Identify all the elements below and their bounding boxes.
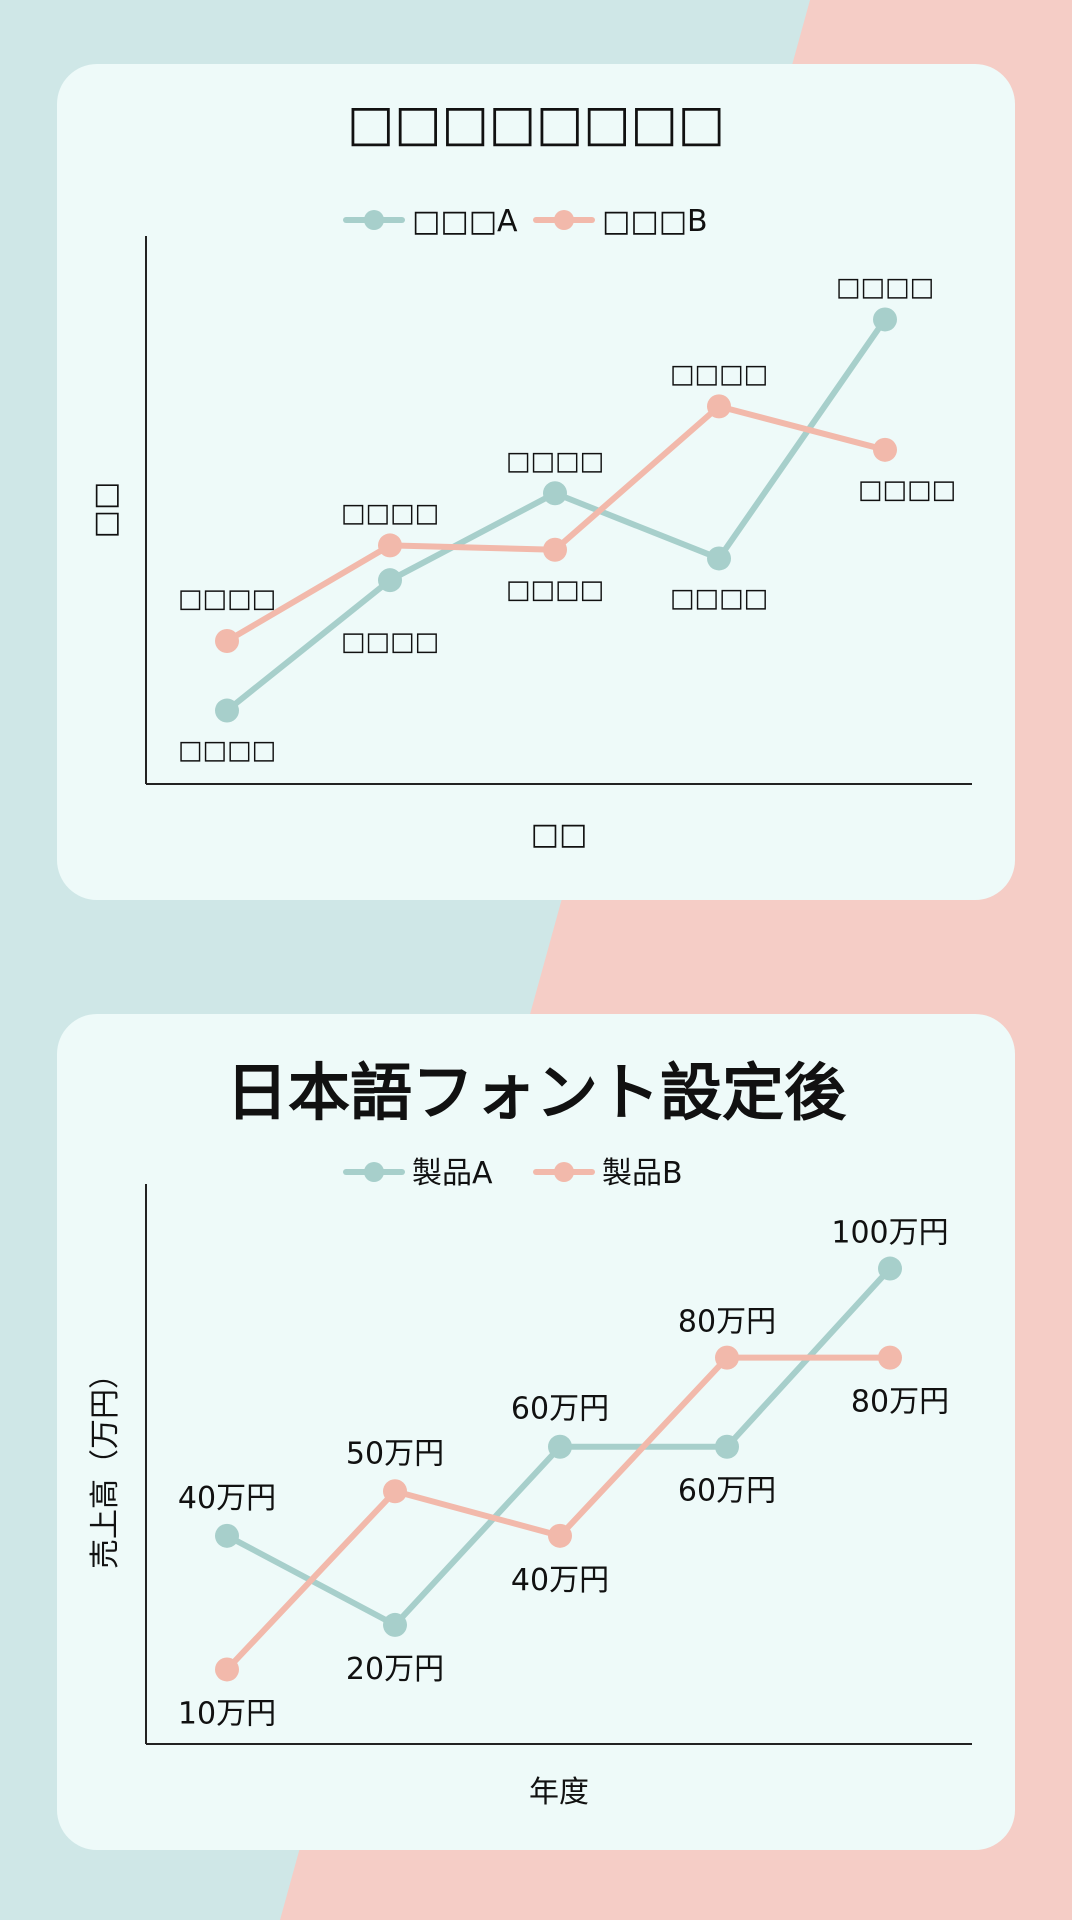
legend-marker: [554, 1162, 574, 1182]
data-label: 100万円: [831, 1216, 948, 1251]
data-point: [878, 1345, 902, 1370]
data-point: [548, 1434, 572, 1459]
data-point: [378, 533, 402, 558]
data-point: [215, 629, 239, 654]
data-label: 40万円: [178, 1481, 276, 1516]
data-point: [878, 1256, 902, 1281]
data-point: [707, 394, 731, 419]
legend-label: 製品B: [602, 1156, 683, 1191]
data-label: 10万円: [178, 1696, 276, 1731]
data-point: [707, 546, 731, 571]
data-label: □□□□: [178, 736, 276, 766]
data-point: [215, 698, 239, 723]
data-label: □□□□: [506, 575, 604, 605]
x-axis-label: □□: [531, 817, 588, 852]
data-label: 50万円: [346, 1436, 444, 1471]
chart-card-before: □□□□□□□□ □□ □□ □□□A □□□B □□□□ □□□□ □□□□ □□□□ □□□…: [57, 64, 1015, 900]
legend-marker: [554, 210, 574, 230]
legend-label: □□□B: [602, 204, 708, 239]
data-point: [383, 1479, 407, 1504]
data-label: 80万円: [678, 1305, 776, 1340]
data-label: 60万円: [511, 1392, 609, 1427]
x-axis-label: 年度: [529, 1775, 589, 1810]
data-point: [715, 1345, 739, 1370]
line-chart-before: □□□□□□□A □□□B□□□□□□□□□□□□□□□□□□□□□□□□□□□□…: [88, 204, 972, 852]
data-point: [873, 437, 897, 462]
data-label: □□□□: [836, 272, 934, 302]
legend-item-1: □□□A: [343, 204, 518, 239]
legend-marker: [364, 1162, 384, 1182]
data-label: □□□□: [858, 475, 956, 505]
data-label: 80万円: [851, 1385, 949, 1420]
data-label: □□□□: [506, 446, 604, 476]
data-point: [383, 1612, 407, 1637]
data-point: [215, 1657, 239, 1682]
chart-title: 日本語フォント設定後: [225, 1056, 846, 1129]
data-point: [543, 537, 567, 562]
data-label: □□□□: [341, 627, 439, 657]
data-label: □□□□: [341, 498, 439, 528]
data-point: [543, 481, 567, 506]
y-axis-label: 売上高（万円）: [88, 1359, 123, 1569]
series-line-2: [225, 403, 886, 644]
chart-card-after: 日本語フォント設定後 年度 売上高（万円） 製品A 製品B 40万円 20万円 60万円 60…: [57, 1014, 1015, 1850]
data-label: 20万円: [346, 1652, 444, 1687]
legend-label: 製品A: [412, 1156, 493, 1191]
legend-item-2: 製品B: [533, 1156, 683, 1191]
data-point: [715, 1434, 739, 1459]
line-chart-after: 年度 売上高（万円） 製品A 製品B 40万円 20万円 60万円 60万円 100万円 10万円…: [88, 1156, 972, 1810]
data-point: [873, 307, 897, 332]
data-label: 40万円: [511, 1563, 609, 1598]
data-label: □□□□: [178, 584, 276, 614]
y-axis-label: □□: [88, 482, 123, 539]
legend-marker: [364, 210, 384, 230]
series-line-1: [225, 317, 888, 713]
data-point: [378, 568, 402, 593]
data-label: 60万円: [678, 1474, 776, 1509]
legend-item-1: 製品A: [343, 1156, 493, 1191]
legend-label: □□□A: [412, 204, 518, 239]
data-point: [548, 1523, 572, 1548]
chart-title: □□□□□□□□: [347, 94, 725, 152]
legend-item-2: □□□B: [533, 204, 708, 239]
data-label: □□□□: [670, 583, 768, 613]
data-point: [215, 1523, 239, 1548]
data-label: □□□□: [670, 359, 768, 389]
